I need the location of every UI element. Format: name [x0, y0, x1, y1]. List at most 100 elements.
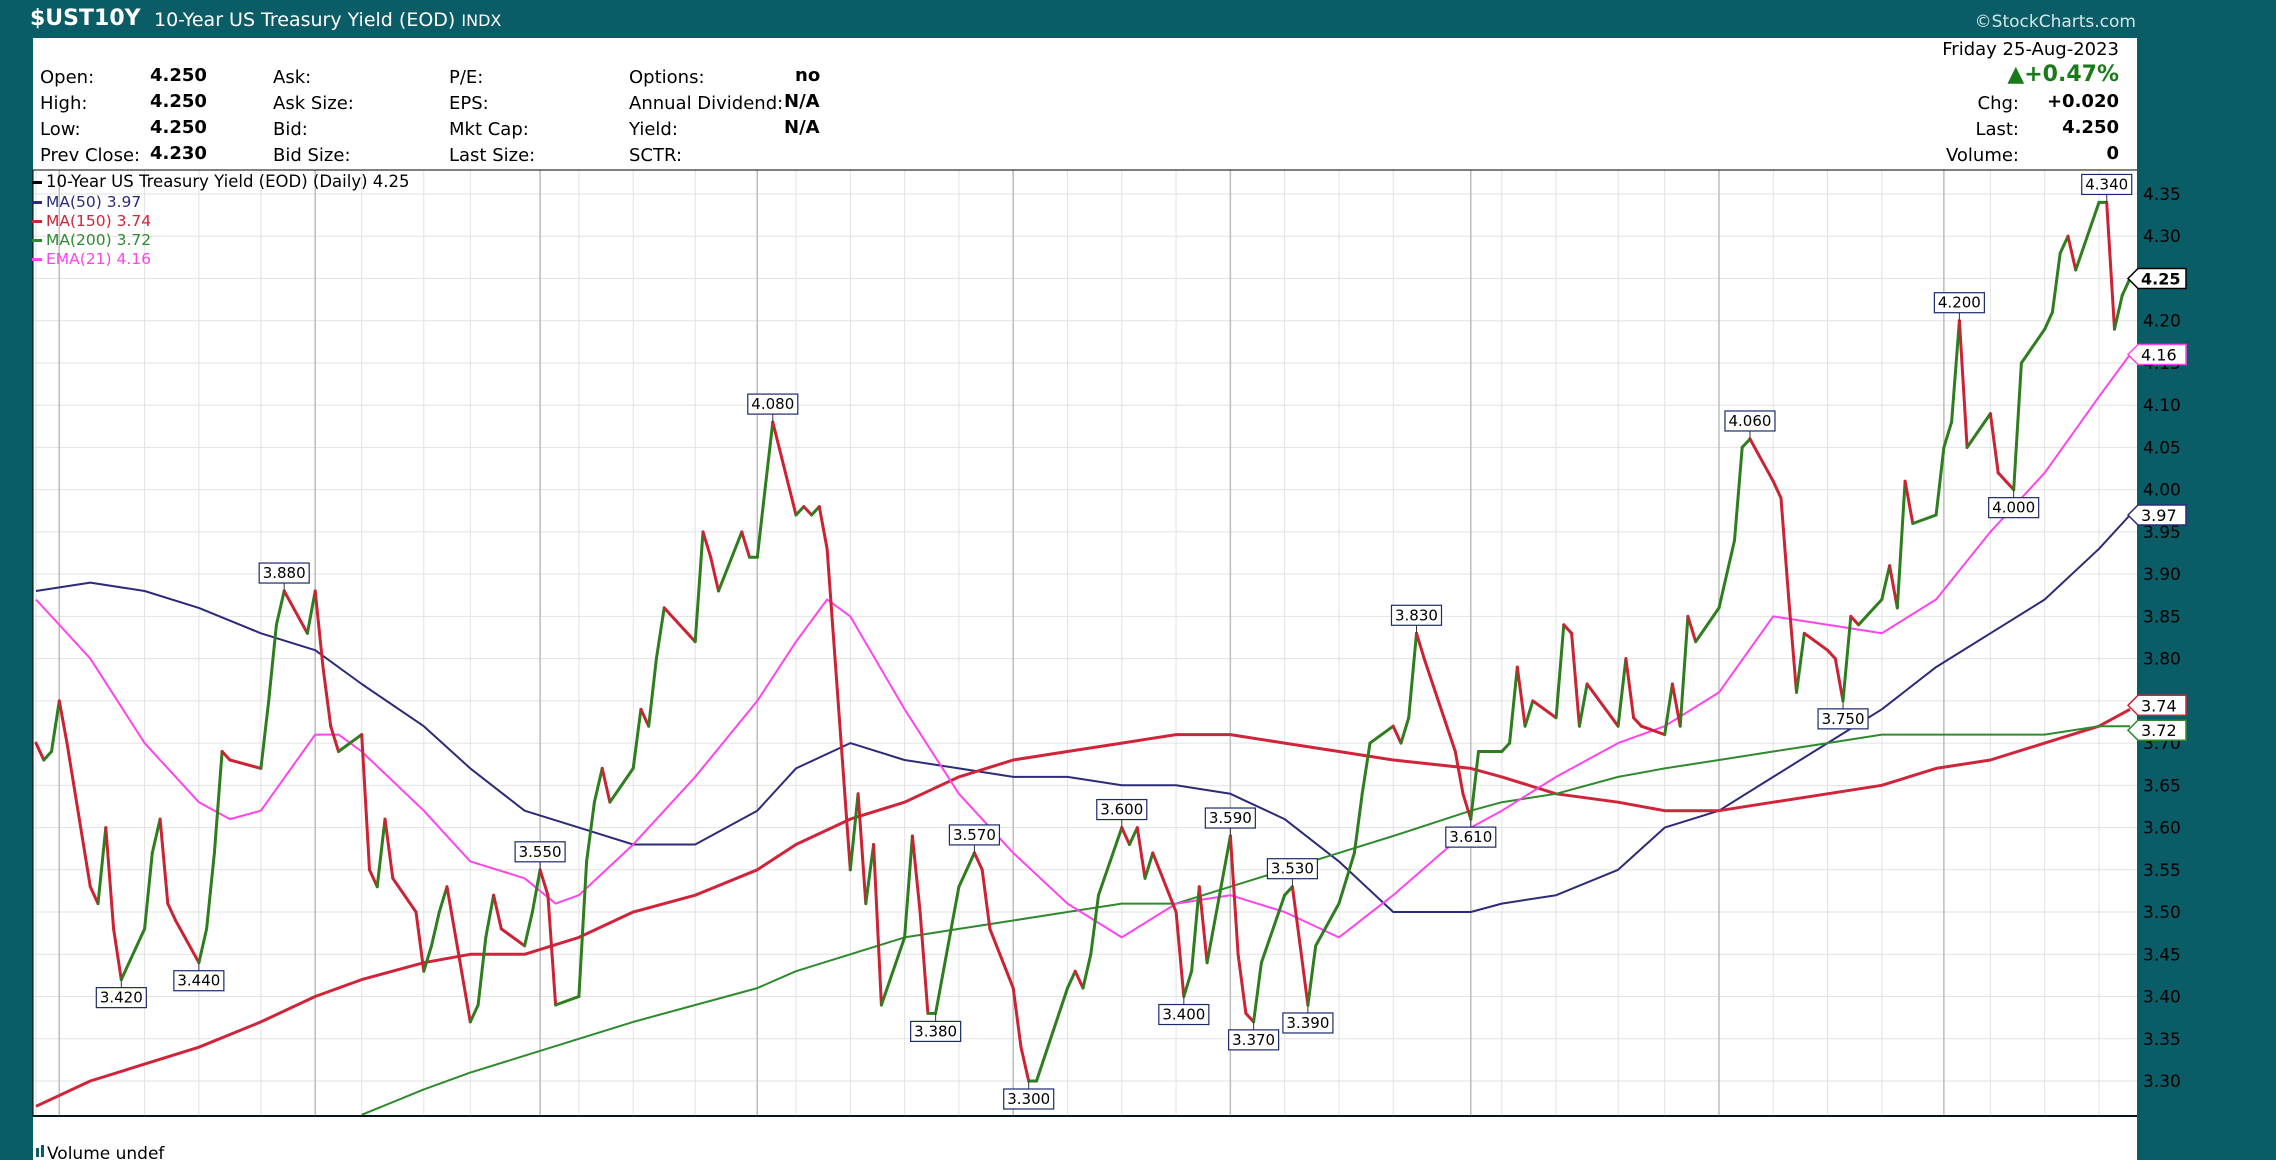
- price-segment: [910, 834, 922, 914]
- price-segment: [1097, 826, 1124, 897]
- price-segment: [538, 868, 550, 897]
- price-segment: [305, 589, 317, 635]
- y-tick-label: 3.95: [2143, 523, 2181, 543]
- price-segment: [1190, 885, 1201, 973]
- legend-ma50: MA(50) 3.97: [32, 193, 141, 211]
- price-segment: [1942, 420, 1954, 449]
- price-segment: [2050, 251, 2062, 314]
- price-segment: [1337, 876, 1349, 906]
- price-segment: [988, 927, 1015, 990]
- annotation-box: [1003, 1088, 1055, 1110]
- last-value-tag: [2126, 343, 2187, 366]
- price-segment: [709, 555, 720, 593]
- change-percent: ▲+0.47%: [2007, 62, 2119, 87]
- annotation-box: [514, 841, 566, 863]
- price-segment: [2066, 234, 2078, 272]
- price-line: [34, 200, 2132, 1083]
- price-segment: [802, 505, 814, 517]
- price-segment: [150, 817, 162, 855]
- price-segment: [1011, 986, 1023, 1049]
- series-ma50: [35, 514, 2131, 913]
- price-segment: [220, 750, 232, 762]
- options-label: Options:: [629, 67, 705, 88]
- price-segment: [197, 927, 209, 965]
- price-segment: [1469, 750, 1480, 821]
- last-value-label: 3.74: [2141, 696, 2177, 715]
- vertical-grid: [35, 170, 2100, 1116]
- price-segment: [631, 707, 643, 770]
- annotation-box: [1724, 410, 1776, 432]
- annotation-box: [948, 824, 1001, 846]
- price-segment: [1066, 969, 1077, 990]
- price-segment: [825, 547, 852, 872]
- price-segment: [1500, 741, 1512, 753]
- annotation-box: [1817, 708, 1869, 730]
- price-segment: [1035, 986, 1069, 1083]
- annotation-label: 4.200: [1938, 294, 1981, 312]
- price-segment: [585, 800, 596, 863]
- yield-value: N/A: [784, 117, 820, 138]
- annotation-box: [1158, 1003, 1210, 1026]
- price-segment: [445, 885, 472, 1024]
- y-tick-label: 4.20: [2143, 312, 2181, 332]
- price-segment: [1523, 699, 1535, 728]
- price-segment: [476, 935, 488, 1007]
- price-segment: [1252, 961, 1263, 1024]
- last-label: Last:: [1975, 119, 2019, 140]
- y-tick-label: 4.35: [2143, 185, 2181, 205]
- price-segment: [717, 530, 744, 593]
- price-segment: [329, 724, 340, 753]
- price-segment: [1880, 564, 1892, 601]
- horizontal-grid: [33, 193, 2137, 1082]
- quote-panel: Open: 4.250 High: 4.250 Low: 4.250 Prev …: [33, 38, 2137, 170]
- plot-background: [33, 170, 2137, 1115]
- annotation-box: [910, 1020, 962, 1043]
- annotation-box: [1445, 826, 1497, 848]
- price-segment: [1694, 606, 1721, 644]
- annotation-box: [258, 562, 310, 584]
- price-segment: [1120, 826, 1131, 846]
- price-segment: [1911, 513, 1938, 525]
- annotation-label: 4.340: [2085, 175, 2128, 193]
- price-segment: [259, 699, 271, 770]
- bid-label: Bid:: [273, 119, 308, 140]
- price-segment: [414, 910, 426, 973]
- annotation-box: [1933, 292, 1985, 314]
- price-segment: [1965, 412, 1992, 449]
- annotation-label: 3.380: [914, 1022, 957, 1040]
- y-tick-label: 3.85: [2143, 607, 2181, 627]
- price-segment: [1950, 319, 1961, 424]
- price-segment: [1570, 631, 1581, 728]
- annotation-label: 4.080: [751, 395, 794, 413]
- low-label: Low:: [40, 119, 81, 140]
- annotation-label: 3.390: [1286, 1014, 1329, 1032]
- price-segment: [1670, 682, 1682, 728]
- price-segment: [1849, 614, 1861, 627]
- y-tick-label: 3.30: [2143, 1072, 2181, 1092]
- price-segment: [1857, 598, 1884, 627]
- y-tick-label: 3.50: [2143, 903, 2181, 923]
- price-segment: [1577, 682, 1589, 728]
- options-value: no: [795, 65, 821, 86]
- price-segment: [903, 834, 914, 939]
- price-segment: [848, 792, 860, 872]
- legend-main: 10-Year US Treasury Yield (EOD) (Daily) …: [32, 172, 410, 191]
- price-segment: [383, 817, 395, 880]
- price-segment: [2105, 200, 2116, 331]
- volume-legend: Volume undef: [47, 1144, 165, 1160]
- price-segment: [600, 766, 612, 804]
- price-segment: [499, 927, 527, 948]
- price-segment: [1135, 826, 1147, 880]
- price-segment: [2058, 234, 2070, 255]
- price-segment: [1089, 893, 1100, 956]
- price-segment: [42, 750, 53, 762]
- price-segment: [1391, 724, 1403, 745]
- annotation-label: 3.550: [519, 843, 562, 861]
- price-segment: [267, 623, 278, 703]
- price-segment: [1795, 631, 1806, 694]
- price-segment: [523, 910, 534, 948]
- price-segment: [375, 817, 387, 889]
- mkt-cap-label: Mkt Cap:: [449, 119, 529, 140]
- price-segment: [1236, 952, 1248, 1015]
